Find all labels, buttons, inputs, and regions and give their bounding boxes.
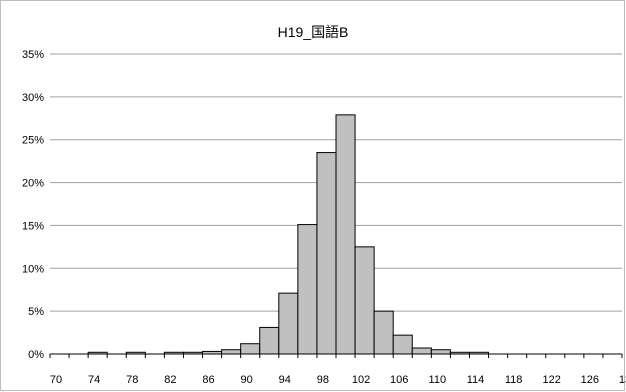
y-tick-label: 30%	[22, 92, 44, 104]
bar	[240, 343, 261, 355]
x-axis	[49, 353, 623, 358]
bars	[87, 114, 490, 355]
bar	[411, 347, 432, 355]
bar	[335, 114, 356, 355]
bar	[430, 349, 451, 355]
x-tick-label: 110	[429, 374, 447, 386]
y-tick-label: 5%	[28, 306, 44, 318]
bar	[354, 246, 375, 355]
x-tick-label: 74	[88, 374, 100, 386]
x-tick-label: 86	[202, 374, 214, 386]
x-tick-label: 98	[317, 374, 329, 386]
x-tick-label: 78	[126, 374, 138, 386]
x-tick-label: 94	[279, 374, 291, 386]
bar	[259, 326, 280, 355]
y-tick-label: 25%	[22, 135, 44, 147]
x-tick-label: 106	[390, 374, 408, 386]
x-tick-label: 70	[50, 374, 62, 386]
bar	[297, 224, 318, 355]
x-tick-label: 122	[543, 374, 561, 386]
bar	[221, 349, 242, 355]
bar	[373, 310, 394, 355]
x-axis-ticks: 70 74 78 82 86 90 94 98 102 106 110 114 118 122 126 130	[50, 374, 626, 386]
x-tick-label: 114	[467, 374, 485, 386]
bar	[316, 152, 337, 355]
y-tick-label: 20%	[22, 178, 44, 190]
bar	[392, 334, 413, 355]
y-axis-ticks: 0% 5% 10% 15% 20% 25% 30% 35%	[22, 49, 44, 361]
y-tick-label: 35%	[22, 49, 44, 61]
bar	[278, 292, 299, 355]
y-tick-label: 0%	[28, 349, 44, 361]
x-tick-label: 90	[241, 374, 253, 386]
x-tick-label: 118	[505, 374, 523, 386]
y-tick-label: 10%	[22, 263, 44, 275]
chart-title: H19_国語B	[277, 24, 349, 40]
x-tick-label: 126	[581, 374, 599, 386]
y-tick-label: 15%	[22, 220, 44, 232]
x-tick-label: 82	[164, 374, 176, 386]
x-tick-label: 102	[352, 374, 370, 386]
x-tick-label: 130	[619, 374, 626, 386]
